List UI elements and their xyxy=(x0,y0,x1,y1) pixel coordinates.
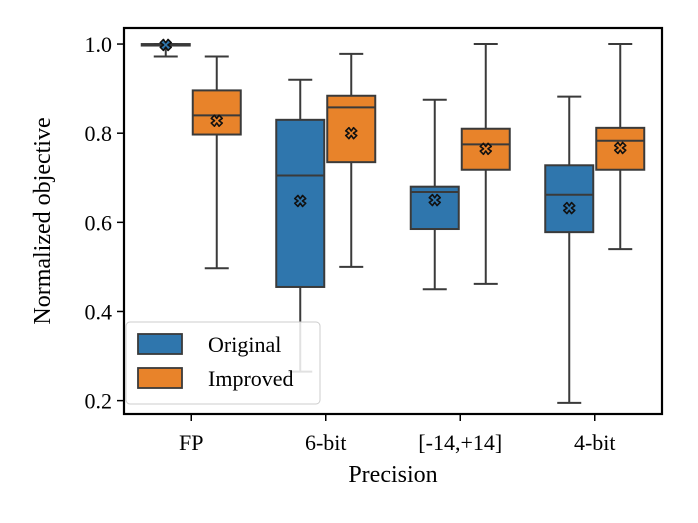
mean-marker xyxy=(159,38,173,52)
box-improved-1 xyxy=(326,52,377,268)
y-tick-label: 0.8 xyxy=(85,121,113,146)
mean-marker xyxy=(613,141,627,155)
legend-label-original: Original xyxy=(208,332,281,357)
x-axis-label: Precision xyxy=(348,462,437,488)
box-original-0 xyxy=(140,38,191,58)
plot-frame xyxy=(122,26,664,416)
legend-swatch-original xyxy=(137,333,183,355)
box-iqr xyxy=(544,164,595,234)
boxes-layer xyxy=(140,38,646,404)
ticks-layer: 0.2 0.4 0.6 0.8 1.0 FP 6-bit [-14,+14] 4-bit xyxy=(85,32,616,455)
y-tick-label: 0.2 xyxy=(85,389,113,414)
box-iqr xyxy=(191,89,242,136)
legend-swatch-improved xyxy=(137,367,183,389)
y-tick-label: 1.0 xyxy=(85,32,113,57)
mean-marker xyxy=(344,126,358,140)
x-tick-label: [-14,+14] xyxy=(418,430,502,455)
box-original-2 xyxy=(409,98,460,291)
box-improved-0 xyxy=(191,55,242,270)
box-improved-3 xyxy=(595,43,646,251)
y-tick-label: 0.4 xyxy=(85,299,113,324)
mean-marker xyxy=(479,142,493,156)
box-original-3 xyxy=(544,95,595,404)
mean-marker xyxy=(293,194,307,208)
x-tick-label: 4-bit xyxy=(574,430,616,455)
mean-marker xyxy=(210,114,224,128)
legend-label-improved: Improved xyxy=(208,366,294,391)
y-axis-label: Normalized objective xyxy=(30,117,56,324)
legend: Original Improved xyxy=(125,321,321,405)
x-tick-label: 6-bit xyxy=(305,430,347,455)
box-iqr xyxy=(409,185,460,231)
mean-marker xyxy=(428,193,442,207)
x-tick-label: FP xyxy=(179,430,203,455)
box-improved-2 xyxy=(460,43,511,285)
box-iqr xyxy=(326,94,377,164)
mean-marker xyxy=(562,201,576,215)
y-tick-label: 0.6 xyxy=(85,210,113,235)
